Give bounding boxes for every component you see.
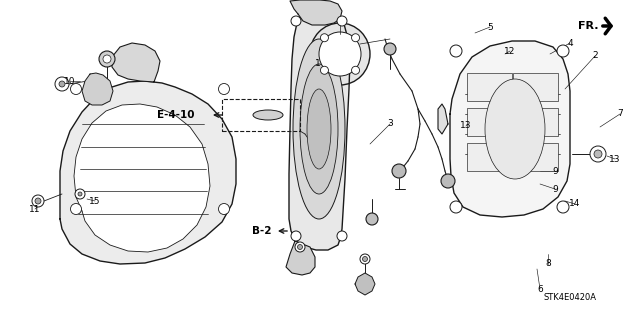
Polygon shape bbox=[450, 41, 570, 217]
Text: 13: 13 bbox=[460, 122, 472, 130]
Circle shape bbox=[55, 77, 69, 91]
Circle shape bbox=[366, 213, 378, 225]
Text: E-4-10: E-4-10 bbox=[157, 110, 195, 120]
Text: 3: 3 bbox=[387, 120, 393, 129]
Circle shape bbox=[557, 201, 569, 213]
Bar bbox=[513, 143, 558, 171]
Polygon shape bbox=[438, 104, 448, 134]
Polygon shape bbox=[289, 7, 350, 250]
Circle shape bbox=[594, 150, 602, 158]
Circle shape bbox=[70, 204, 81, 214]
Ellipse shape bbox=[307, 89, 331, 169]
Text: 8: 8 bbox=[545, 259, 551, 269]
Circle shape bbox=[291, 16, 301, 26]
Polygon shape bbox=[290, 0, 342, 25]
Bar bbox=[222, 99, 300, 131]
Circle shape bbox=[450, 201, 462, 213]
Circle shape bbox=[362, 256, 367, 262]
Text: 12: 12 bbox=[504, 47, 516, 56]
Polygon shape bbox=[355, 273, 375, 295]
Circle shape bbox=[218, 84, 230, 94]
Polygon shape bbox=[286, 241, 315, 275]
Text: 9: 9 bbox=[552, 184, 558, 194]
Circle shape bbox=[291, 231, 301, 241]
Circle shape bbox=[351, 66, 360, 74]
Circle shape bbox=[99, 51, 115, 67]
Circle shape bbox=[35, 198, 41, 204]
Circle shape bbox=[392, 164, 406, 178]
Text: B-2: B-2 bbox=[252, 226, 272, 236]
Polygon shape bbox=[82, 73, 113, 105]
Text: 1: 1 bbox=[315, 60, 321, 69]
Bar bbox=[513, 108, 558, 136]
Polygon shape bbox=[60, 81, 236, 264]
Text: 5: 5 bbox=[487, 23, 493, 32]
Circle shape bbox=[351, 34, 360, 42]
Circle shape bbox=[59, 81, 65, 87]
Text: 10: 10 bbox=[64, 77, 76, 85]
Circle shape bbox=[218, 204, 230, 214]
Bar bbox=[467, 73, 512, 101]
Text: 4: 4 bbox=[567, 39, 573, 48]
Text: STK4E0420A: STK4E0420A bbox=[543, 293, 596, 301]
Circle shape bbox=[321, 34, 328, 42]
Circle shape bbox=[321, 66, 328, 74]
Circle shape bbox=[295, 242, 305, 252]
Polygon shape bbox=[74, 104, 210, 252]
Circle shape bbox=[450, 45, 462, 57]
Circle shape bbox=[32, 195, 44, 207]
Text: 13: 13 bbox=[609, 154, 621, 164]
Text: 15: 15 bbox=[89, 197, 100, 205]
Circle shape bbox=[337, 231, 347, 241]
Circle shape bbox=[360, 254, 370, 264]
Circle shape bbox=[557, 45, 569, 57]
Text: 11: 11 bbox=[29, 204, 41, 213]
Bar bbox=[513, 73, 558, 101]
Ellipse shape bbox=[253, 110, 283, 120]
Ellipse shape bbox=[293, 39, 345, 219]
Ellipse shape bbox=[300, 64, 338, 194]
Text: 7: 7 bbox=[617, 109, 623, 118]
Circle shape bbox=[384, 43, 396, 55]
Circle shape bbox=[337, 16, 347, 26]
Polygon shape bbox=[112, 43, 160, 82]
Text: 2: 2 bbox=[592, 51, 598, 61]
Circle shape bbox=[75, 189, 85, 199]
Circle shape bbox=[78, 192, 82, 196]
Ellipse shape bbox=[319, 32, 361, 76]
Ellipse shape bbox=[310, 23, 370, 85]
Bar bbox=[467, 108, 512, 136]
Circle shape bbox=[298, 244, 303, 249]
Text: 14: 14 bbox=[570, 199, 580, 209]
Text: FR.: FR. bbox=[578, 21, 598, 31]
Bar bbox=[467, 143, 512, 171]
Circle shape bbox=[590, 146, 606, 162]
Ellipse shape bbox=[485, 79, 545, 179]
Circle shape bbox=[70, 84, 81, 94]
Circle shape bbox=[441, 174, 455, 188]
Text: 6: 6 bbox=[537, 285, 543, 293]
Circle shape bbox=[103, 55, 111, 63]
Text: 9: 9 bbox=[552, 167, 558, 175]
